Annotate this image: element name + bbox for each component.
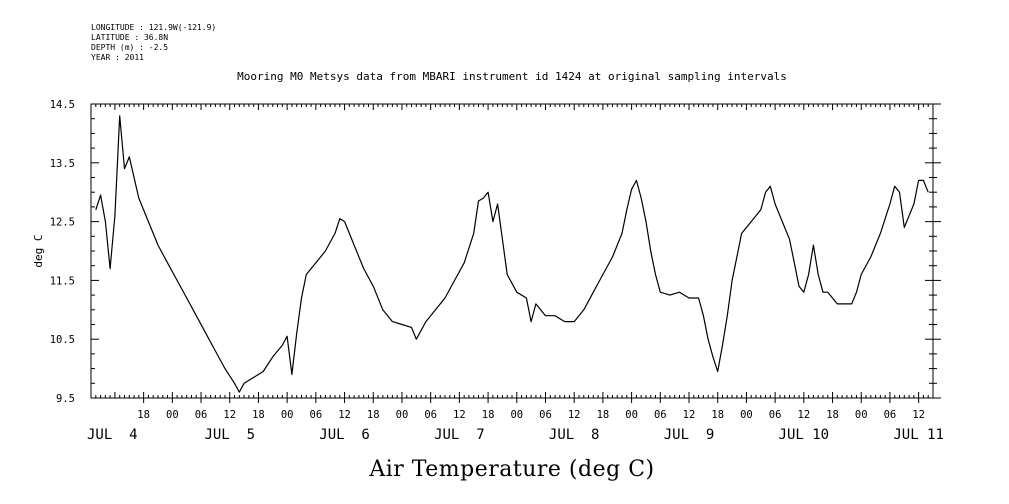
x-tick-label: 06: [769, 409, 782, 421]
x-day-label: JUL 11: [893, 427, 944, 443]
latitude-label: LATITUDE : 36.8N: [91, 33, 168, 42]
x-tick-label: 06: [654, 409, 667, 421]
x-day-label: JUL 9: [664, 427, 715, 443]
x-tick-label: 06: [310, 409, 323, 421]
x-tick-label: 18: [711, 409, 724, 421]
x-tick-label: 00: [855, 409, 868, 421]
x-tick-label: 18: [367, 409, 380, 421]
series-layer: [95, 115, 929, 393]
x-tick-label: 12: [798, 409, 811, 421]
y-tick-label: 13.5: [50, 158, 75, 170]
y-tick-label: 11.5: [50, 275, 75, 287]
x-tick-label: 18: [252, 409, 265, 421]
x-tick-label: 12: [338, 409, 351, 421]
x-day-label: JUL 6: [319, 427, 370, 443]
x-tick-label: 12: [223, 409, 236, 421]
longitude-label: LONGITUDE : 121.9W(-121.9): [91, 23, 216, 32]
x-day-label: JUL 10: [779, 427, 830, 443]
y-tick-label: 12.5: [50, 217, 75, 229]
y-tick-label: 14.5: [50, 99, 75, 111]
x-tick-label: 06: [884, 409, 897, 421]
x-tick-label: 12: [912, 409, 925, 421]
depth-label: DEPTH (m) : -2.5: [91, 43, 168, 52]
x-day-label: JUL 8: [549, 427, 600, 443]
x-axis-title: Air Temperature (deg C): [368, 457, 654, 482]
x-tick-label: 18: [137, 409, 150, 421]
x-tick-label: 18: [597, 409, 610, 421]
year-label: YEAR : 2011: [91, 53, 144, 62]
x-tick-label: 00: [740, 409, 753, 421]
x-day-label: JUL 5: [204, 427, 255, 443]
series-line: [95, 115, 929, 393]
x-tick-label: 00: [281, 409, 294, 421]
y-axis-label: deg C: [32, 234, 45, 267]
y-tick-label: 9.5: [56, 393, 75, 405]
x-tick-label: 00: [396, 409, 409, 421]
x-tick-label: 00: [166, 409, 179, 421]
chart-title: Mooring M0 Metsys data from MBARI instru…: [237, 70, 787, 83]
x-tick-label: 12: [453, 409, 466, 421]
x-tick-label: 00: [625, 409, 638, 421]
x-tick-label: 18: [826, 409, 839, 421]
x-tick-label: 00: [510, 409, 523, 421]
x-tick-label: 06: [539, 409, 552, 421]
x-tick-label: 06: [195, 409, 208, 421]
x-tick-label: 12: [683, 409, 696, 421]
x-tick-label: 12: [568, 409, 581, 421]
x-tick-label: 18: [482, 409, 495, 421]
x-day-label: JUL 7: [434, 427, 485, 443]
x-tick-label: 06: [424, 409, 437, 421]
x-day-label: JUL 4: [87, 427, 138, 443]
y-tick-label: 10.5: [50, 334, 75, 346]
axes-layer: 18 00 06 12 18 00 06 12 18 00 06 12 18 00 06 12 18 00 06 12…: [50, 99, 944, 443]
